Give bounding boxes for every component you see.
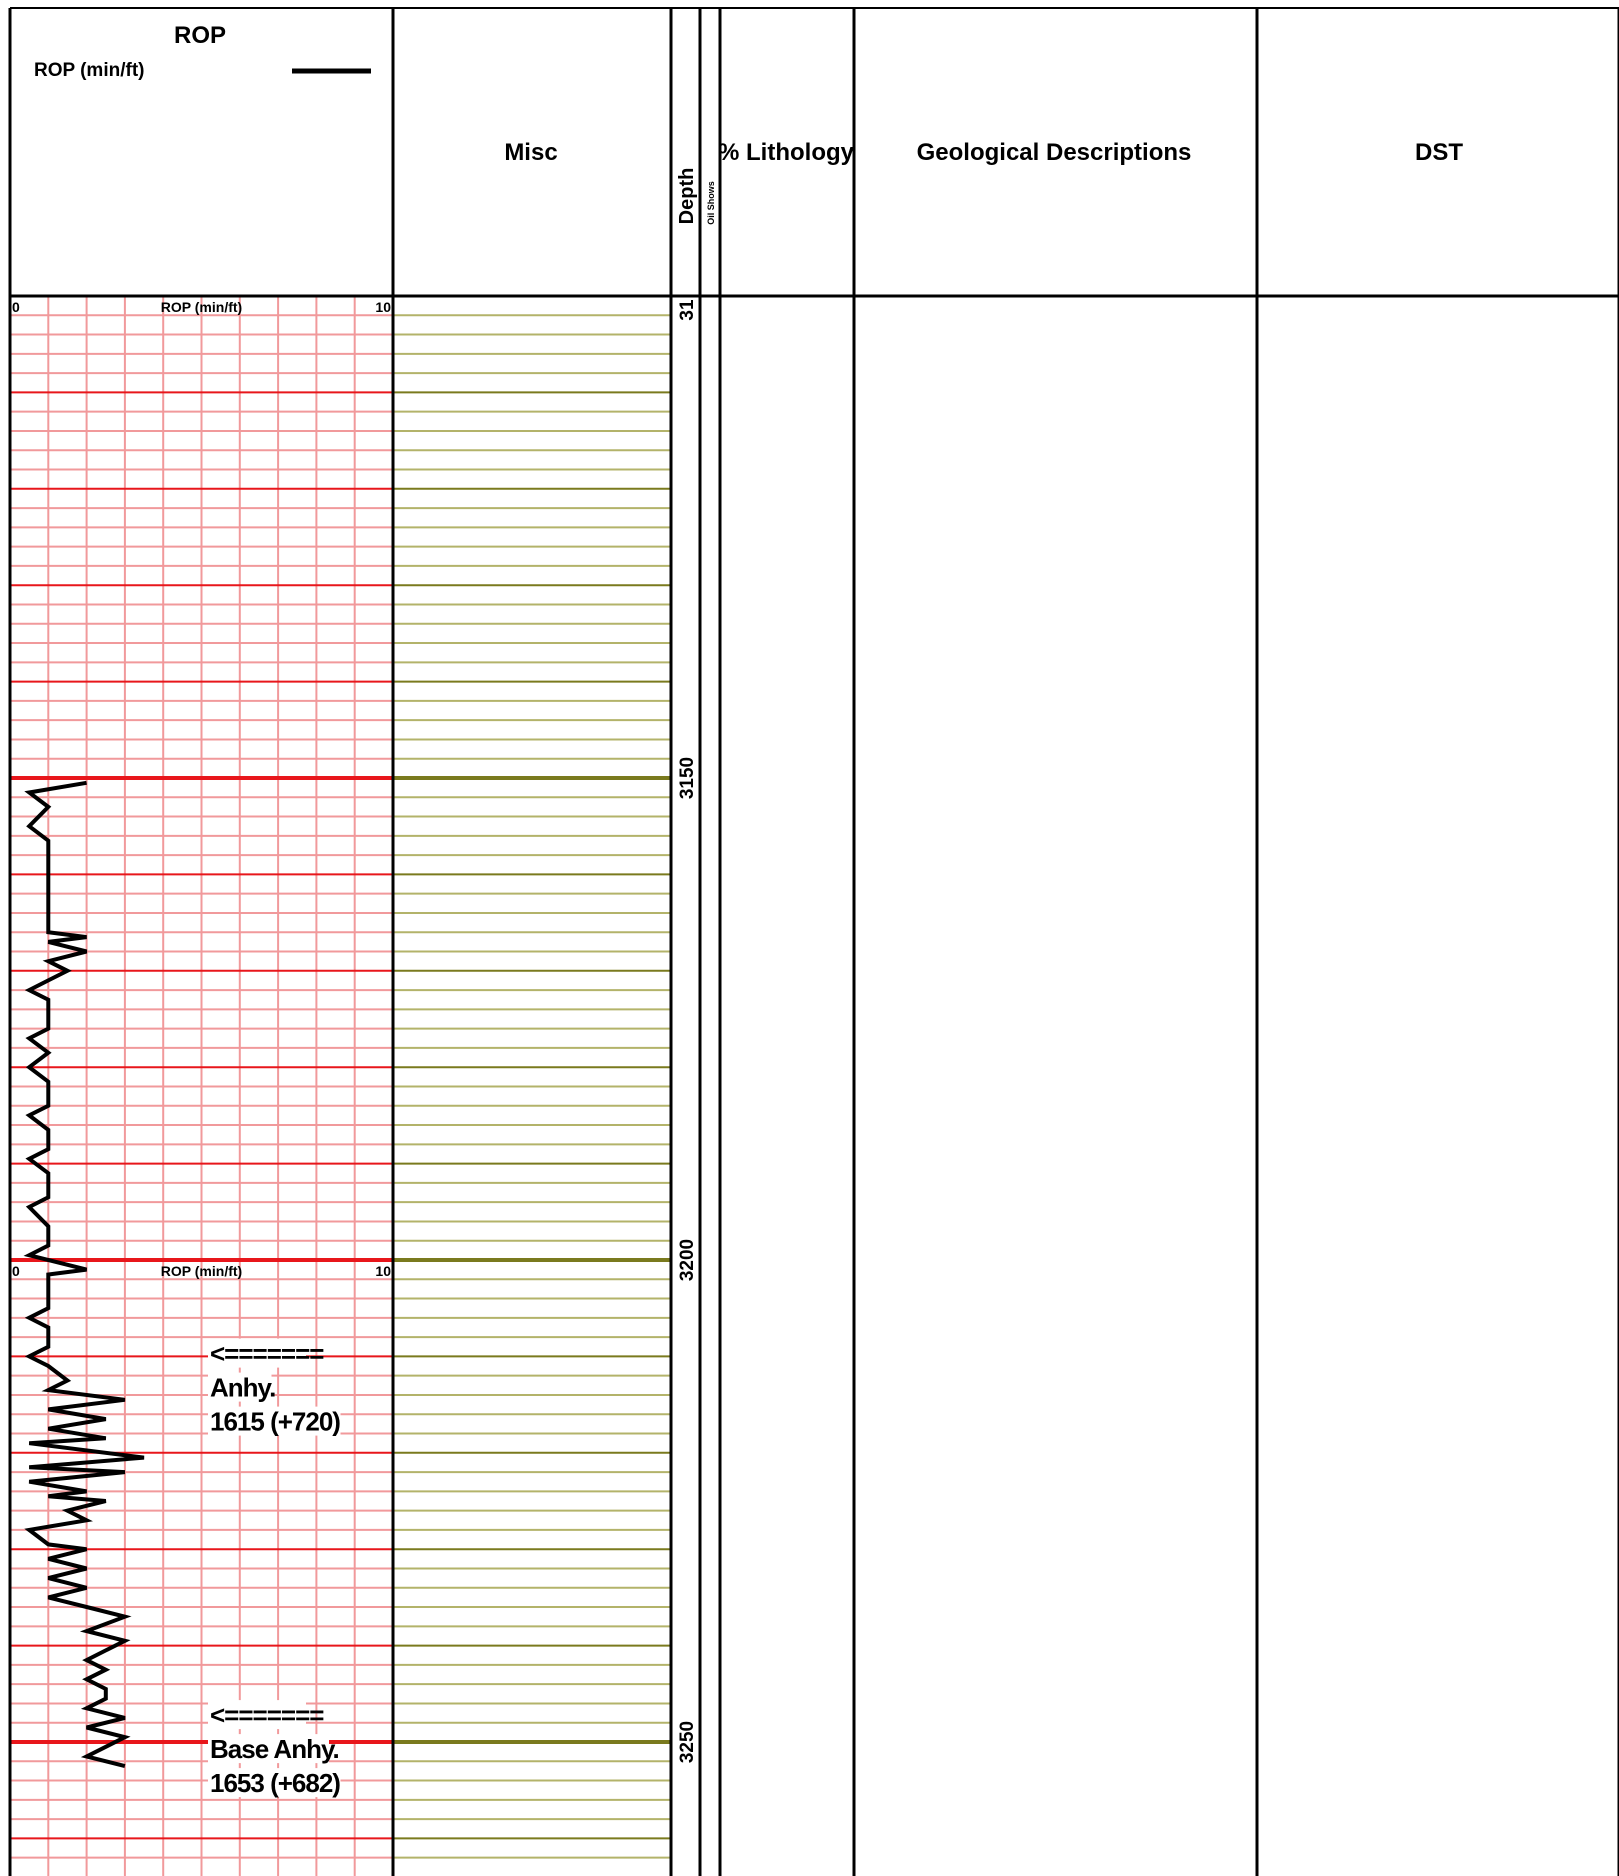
rop-curve: [23, 780, 145, 1769]
oil-shows-track-title: Oil Shows: [706, 181, 716, 225]
depth-label: 3200: [677, 1239, 698, 1281]
rop-track-title: ROP: [174, 22, 226, 49]
misc-track-grid: [393, 314, 671, 1859]
depth-labels: 31 3150 3200 3250: [677, 299, 698, 1763]
formation-annotation: Base Anhy.: [210, 1734, 339, 1764]
depth-label: 31: [677, 299, 698, 321]
log-header: ROP ROP (min/ft) Misc Depth Oil Shows % …: [34, 22, 1463, 225]
annotation-bg: [208, 1734, 329, 1764]
rop-curve-layer: [23, 780, 145, 1769]
depth-label: 3250: [677, 1721, 698, 1763]
rop-scale-max: 10: [375, 299, 391, 315]
depth-label: 3150: [677, 757, 698, 799]
rop-scale-min: 0: [12, 299, 20, 315]
formation-annotation: 1653 (+682): [210, 1768, 340, 1798]
annotation-bg: [208, 1406, 341, 1436]
rop-legend-label: ROP (min/ft): [34, 60, 144, 81]
formation-annotation: <=======: [210, 1700, 324, 1730]
lithology-track-title: % Lithology: [718, 139, 855, 166]
annotation-bg: [208, 1700, 306, 1730]
geological-descriptions-title: Geological Descriptions: [917, 139, 1192, 166]
rop-scale-min: 0: [12, 1263, 20, 1279]
rop-scale-label: ROP (min/ft): [161, 1263, 242, 1279]
depth-track-title: Depth: [676, 168, 698, 225]
annotation-bg: [208, 1338, 306, 1368]
rop-track-grid: [10, 296, 393, 1876]
annotation-bg: [208, 1768, 341, 1798]
formation-annotation: 1615 (+720): [210, 1407, 340, 1437]
rop-scale-max: 10: [375, 1263, 391, 1279]
log-frame: [8, 7, 1619, 1876]
rop-scale-label: ROP (min/ft): [161, 299, 242, 315]
dst-track-title: DST: [1415, 139, 1463, 166]
formation-annotation: <=======: [210, 1339, 324, 1369]
formation-annotation: Anhy.: [210, 1373, 275, 1403]
formation-annotations: <======= Anhy. 1615 (+720) <======= Base Anh…: [208, 1338, 341, 1798]
rop-scale-labels: 0 ROP (min/ft) 10 0 ROP (min/ft) 10: [12, 299, 391, 1279]
annotation-bg: [208, 1372, 272, 1402]
misc-track-title: Misc: [504, 139, 557, 166]
